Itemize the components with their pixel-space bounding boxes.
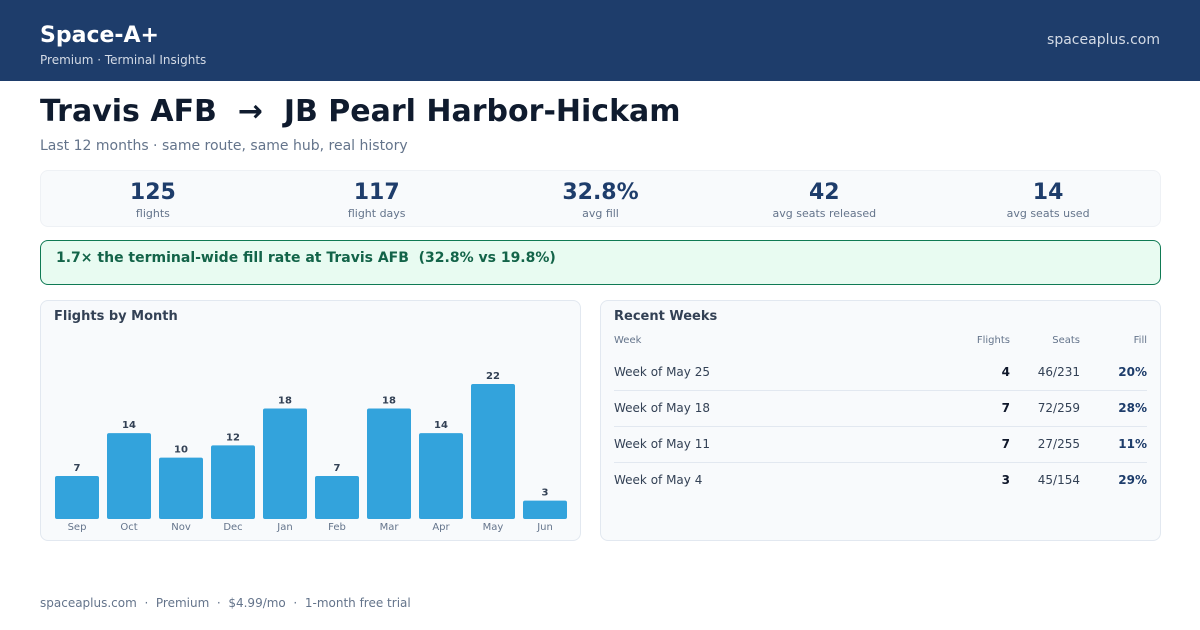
stat-value: 14 <box>1032 180 1064 205</box>
fill-cell: 20% <box>1118 365 1147 379</box>
flights-cell: 7 <box>1001 437 1010 451</box>
week-cell: Week of May 18 <box>614 401 710 415</box>
footer-text: spaceaplus.com · Premium · $4.99/mo · 1-… <box>40 596 411 610</box>
month-tick-label: Sep <box>68 522 87 533</box>
bar-value-label: 12 <box>226 432 240 443</box>
fill-cell: 28% <box>1118 401 1147 415</box>
flights-cell: 3 <box>1001 473 1010 487</box>
bar-sep[interactable] <box>55 476 99 519</box>
stat-label: flight days <box>347 207 406 220</box>
flights-by-month-chart: 7 Sep 14 Oct 10 Nov 12 Dec 18 Jan 7 Feb 18 Mar 14 Apr 22… <box>55 371 567 533</box>
stat-avg-seats-used: 14 avg seats used <box>936 171 1160 226</box>
flights-cell: 4 <box>1001 365 1010 379</box>
table-row[interactable]: Week of May 4 3 45/154 29% <box>614 463 1147 499</box>
column-header-week: Week <box>614 335 642 346</box>
month-tick-label: Feb <box>328 522 346 533</box>
fill-cell: 11% <box>1118 437 1147 451</box>
seats-cell: 46/231 <box>1037 365 1080 379</box>
stat-value: 117 <box>353 180 400 205</box>
bar-apr[interactable] <box>419 433 463 519</box>
stat-label: avg fill <box>582 207 619 220</box>
seats-cell: 45/154 <box>1037 473 1080 487</box>
bar-value-label: 7 <box>334 463 341 474</box>
site-link[interactable]: spaceaplus.com <box>1047 32 1160 48</box>
page-title: Travis AFB → JB Pearl Harbor-Hickam <box>40 94 681 129</box>
page-subtitle: Last 12 months · same route, same hub, r… <box>40 138 408 154</box>
column-header-fill: Fill <box>1133 335 1147 346</box>
recent-weeks-panel: Recent Weeks Week Flights Seats Fill Wee… <box>600 300 1161 541</box>
flights-cell: 7 <box>1001 401 1010 415</box>
bar-value-label: 10 <box>174 445 188 456</box>
column-header-flights: Flights <box>976 335 1010 346</box>
panel-title: Recent Weeks <box>614 309 718 324</box>
bar-dec[interactable] <box>211 445 255 519</box>
bar-feb[interactable] <box>315 476 359 519</box>
table-row[interactable]: Week of May 11 7 27/255 11% <box>614 427 1147 463</box>
month-tick-label: Jan <box>276 522 292 533</box>
stat-avg-fill: 32.8% avg fill <box>489 171 713 226</box>
month-tick-label: Dec <box>223 522 242 533</box>
seats-cell: 72/259 <box>1037 401 1080 415</box>
month-tick-label: Nov <box>171 522 191 533</box>
bar-value-label: 14 <box>434 420 448 431</box>
stats-bar: 125 flights 117 flight days 32.8% avg fi… <box>40 170 1161 227</box>
seats-cell: 27/255 <box>1037 437 1080 451</box>
bar-value-label: 7 <box>74 463 81 474</box>
fill-cell: 29% <box>1118 473 1147 487</box>
brand-logo[interactable]: Space-A+ <box>40 23 159 48</box>
fill-rate-banner: 1.7× the terminal-wide fill rate at Trav… <box>40 240 1161 285</box>
stat-value: 42 <box>808 180 840 205</box>
week-cell: Week of May 25 <box>614 365 710 379</box>
bar-value-label: 18 <box>382 396 396 407</box>
month-tick-label: May <box>483 522 504 533</box>
bar-jan[interactable] <box>263 408 307 519</box>
bar-value-label: 14 <box>122 420 136 431</box>
bar-value-label: 18 <box>278 396 292 407</box>
top-header: Space-A+ Premium · Terminal Insights spa… <box>0 0 1200 81</box>
stat-label: flights <box>135 207 170 220</box>
bar-may[interactable] <box>471 384 515 519</box>
month-tick-label: Mar <box>380 522 400 533</box>
bar-mar[interactable] <box>367 408 411 519</box>
bar-nov[interactable] <box>159 457 203 519</box>
week-cell: Week of May 11 <box>614 437 710 451</box>
stat-value: 125 <box>129 180 176 205</box>
stat-value: 32.8% <box>562 180 639 205</box>
brand-tagline: Premium · Terminal Insights <box>40 53 207 67</box>
flights-by-month-panel: Flights by Month 7 Sep 14 Oct 10 Nov 12 Dec 18 Ja… <box>40 300 581 541</box>
stat-label: avg seats released <box>772 207 877 220</box>
bar-value-label: 3 <box>542 488 549 499</box>
column-header-seats: Seats <box>1052 335 1080 346</box>
bar-oct[interactable] <box>107 433 151 519</box>
month-tick-label: Apr <box>432 522 450 533</box>
bar-value-label: 22 <box>486 371 500 382</box>
banner-text: 1.7× the terminal-wide fill rate at Trav… <box>56 250 556 266</box>
bar-jun[interactable] <box>523 500 567 519</box>
month-tick-label: Jun <box>536 522 553 533</box>
week-cell: Week of May 4 <box>614 473 703 487</box>
stat-flights: 125 flights <box>41 171 265 226</box>
stat-avg-seats-released: 42 avg seats released <box>712 171 936 226</box>
stat-label: avg seats used <box>1006 207 1090 220</box>
month-tick-label: Oct <box>120 522 137 533</box>
panel-title: Flights by Month <box>54 309 178 324</box>
table-row[interactable]: Week of May 18 7 72/259 28% <box>614 391 1147 427</box>
stat-flight-days: 117 flight days <box>265 171 489 226</box>
table-row[interactable]: Week of May 25 4 46/231 20% <box>614 355 1147 391</box>
